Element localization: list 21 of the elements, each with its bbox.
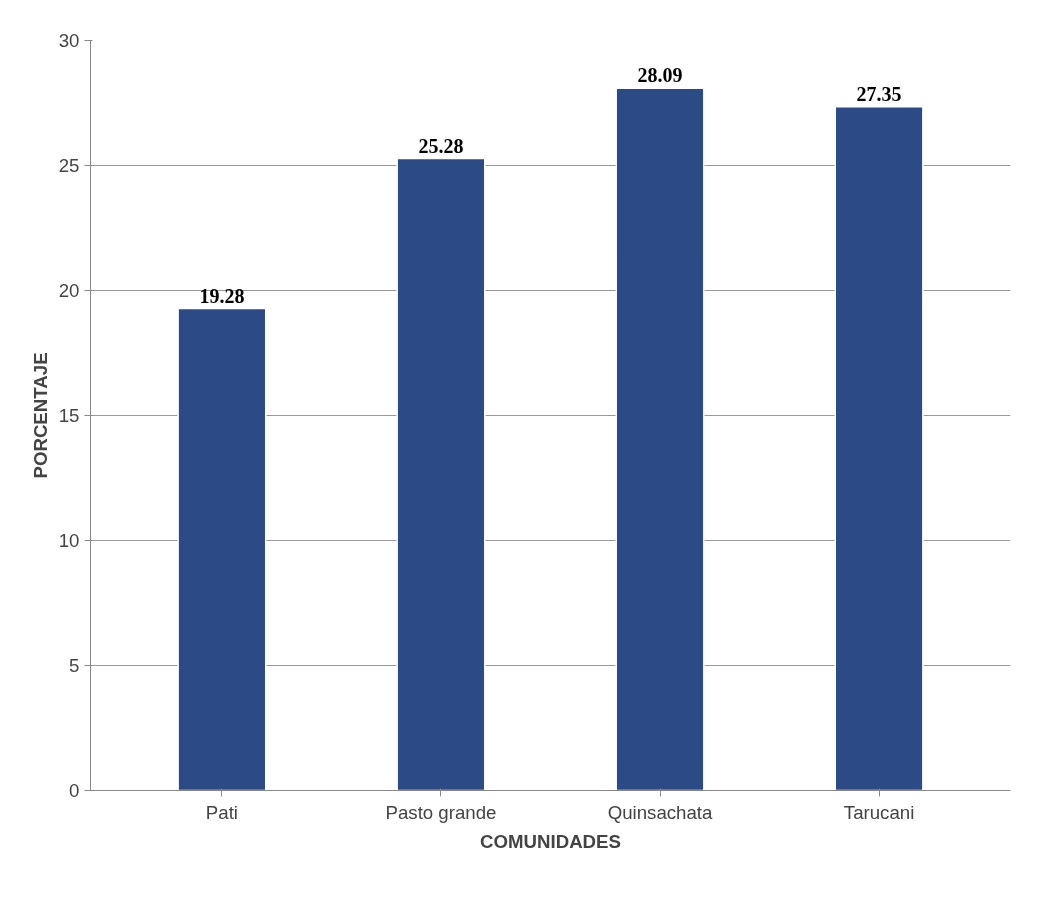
- bar: [834, 106, 924, 791]
- data-label: 19.28: [199, 284, 245, 307]
- x-tick-label: Tarucani: [843, 801, 915, 823]
- y-axis-title: PORCENTAJE: [29, 352, 51, 479]
- y-tick-label: 0: [69, 780, 80, 801]
- x-tick-label: Pasto grande: [385, 801, 497, 823]
- y-tick-label: 5: [69, 655, 80, 676]
- x-axis-title: COMUNIDADES: [480, 830, 621, 852]
- data-label: 27.35: [856, 82, 902, 105]
- x-tick-label: Pati: [205, 801, 239, 823]
- x-tick-label: Quinsachata: [607, 801, 714, 823]
- y-tick-label: 20: [58, 280, 80, 301]
- data-label: 25.28: [418, 134, 464, 157]
- data-label: 28.09: [637, 64, 683, 87]
- bar: [615, 87, 705, 791]
- y-tick-label: 25: [58, 155, 80, 176]
- bar: [177, 307, 267, 791]
- y-tick-label: 30: [58, 30, 80, 51]
- y-tick-label: 10: [58, 530, 80, 551]
- bar: [396, 157, 486, 791]
- y-tick-label: 15: [58, 405, 80, 426]
